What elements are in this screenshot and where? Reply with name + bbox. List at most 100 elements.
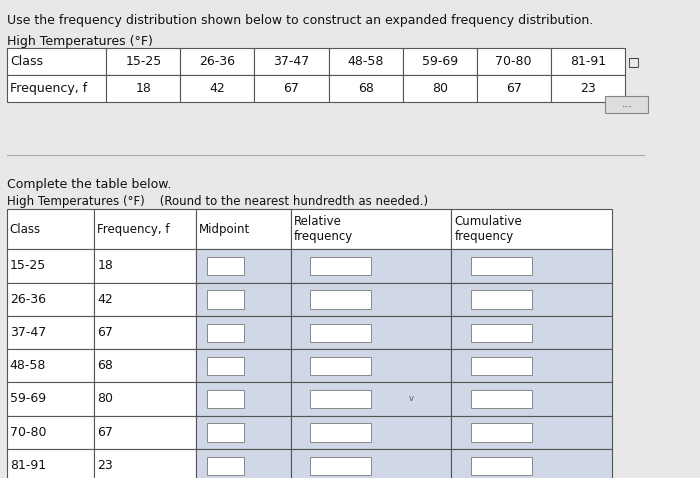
Bar: [470, 324, 531, 342]
Text: 15-25: 15-25: [10, 260, 46, 272]
Text: 68: 68: [358, 82, 374, 95]
Text: 37-47: 37-47: [274, 55, 309, 68]
Bar: [452, 250, 612, 282]
Bar: [94, 250, 196, 282]
Text: Use the frequency distribution shown below to construct an expanded frequency di: Use the frequency distribution shown bel…: [6, 14, 593, 27]
Bar: [310, 424, 371, 442]
Bar: [6, 75, 106, 102]
Bar: [452, 316, 612, 349]
Text: 70-80: 70-80: [10, 426, 46, 439]
Bar: [452, 382, 612, 416]
Bar: [94, 316, 196, 349]
Bar: [207, 424, 244, 442]
Text: Frequency, f: Frequency, f: [97, 223, 170, 236]
Bar: [477, 75, 551, 102]
Bar: [606, 96, 648, 113]
Text: 15-25: 15-25: [125, 55, 162, 68]
Bar: [196, 416, 291, 449]
Bar: [291, 250, 452, 282]
Text: 23: 23: [97, 459, 113, 472]
Text: v: v: [409, 394, 414, 403]
Text: 48-58: 48-58: [347, 55, 384, 68]
Bar: [207, 390, 244, 408]
Bar: [328, 75, 402, 102]
Bar: [94, 349, 196, 382]
Bar: [291, 449, 452, 478]
Bar: [452, 416, 612, 449]
Bar: [452, 349, 612, 382]
Bar: [6, 48, 106, 75]
Text: 80: 80: [432, 82, 447, 95]
Text: 70-80: 70-80: [496, 55, 532, 68]
Bar: [94, 416, 196, 449]
Text: Class: Class: [10, 55, 43, 68]
Bar: [452, 449, 612, 478]
Text: 23: 23: [580, 82, 596, 95]
Bar: [6, 250, 94, 282]
Text: Midpoint: Midpoint: [199, 223, 251, 236]
Text: 18: 18: [97, 260, 113, 272]
Text: 67: 67: [97, 326, 113, 339]
Bar: [207, 456, 244, 475]
Bar: [196, 349, 291, 382]
Bar: [207, 357, 244, 375]
Bar: [207, 290, 244, 309]
Bar: [291, 349, 452, 382]
Text: Complete the table below.: Complete the table below.: [6, 178, 171, 191]
Text: 67: 67: [97, 426, 113, 439]
Bar: [6, 282, 94, 316]
Bar: [106, 48, 181, 75]
Bar: [94, 382, 196, 416]
Text: 81-91: 81-91: [570, 55, 606, 68]
Bar: [6, 449, 94, 478]
Bar: [6, 382, 94, 416]
Bar: [196, 209, 291, 250]
Text: 67: 67: [284, 82, 300, 95]
Bar: [402, 75, 477, 102]
Bar: [196, 316, 291, 349]
Bar: [310, 324, 371, 342]
Bar: [6, 416, 94, 449]
Text: ...: ...: [622, 99, 632, 109]
Text: Frequency, f: Frequency, f: [10, 82, 87, 95]
Text: 68: 68: [97, 359, 113, 372]
Bar: [291, 316, 452, 349]
Text: 80: 80: [97, 392, 113, 405]
Bar: [470, 257, 531, 275]
Bar: [470, 357, 531, 375]
Bar: [94, 449, 196, 478]
Bar: [94, 282, 196, 316]
Bar: [470, 424, 531, 442]
Bar: [291, 209, 452, 250]
Bar: [196, 282, 291, 316]
Text: 67: 67: [506, 82, 522, 95]
Bar: [470, 290, 531, 309]
Bar: [106, 75, 181, 102]
Bar: [196, 250, 291, 282]
Bar: [207, 257, 244, 275]
Bar: [310, 290, 371, 309]
Text: 26-36: 26-36: [199, 55, 235, 68]
Bar: [291, 282, 452, 316]
Bar: [452, 209, 612, 250]
Bar: [470, 390, 531, 408]
Bar: [181, 75, 255, 102]
Bar: [310, 390, 371, 408]
Bar: [6, 316, 94, 349]
Bar: [196, 382, 291, 416]
Text: 48-58: 48-58: [10, 359, 46, 372]
Text: High Temperatures (°F): High Temperatures (°F): [6, 34, 153, 48]
Bar: [402, 48, 477, 75]
Text: 37-47: 37-47: [10, 326, 46, 339]
Bar: [291, 382, 452, 416]
Bar: [310, 357, 371, 375]
Text: Relative
frequency: Relative frequency: [294, 215, 354, 243]
Bar: [6, 349, 94, 382]
Text: 26-36: 26-36: [10, 293, 46, 306]
Text: 42: 42: [209, 82, 225, 95]
Text: □: □: [628, 55, 640, 68]
Text: 42: 42: [97, 293, 113, 306]
Bar: [181, 48, 255, 75]
Text: Class: Class: [10, 223, 41, 236]
Text: 18: 18: [135, 82, 151, 95]
